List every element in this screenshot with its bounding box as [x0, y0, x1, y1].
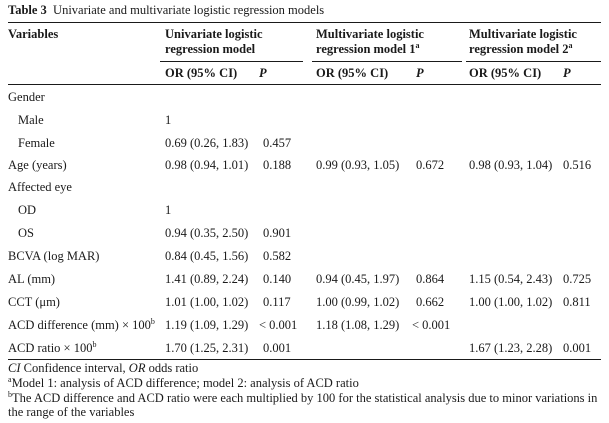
univariate-or-cell: 0.94 (0.35, 2.50) [165, 226, 249, 240]
univariate-p-cell: 0.901 [263, 226, 292, 240]
univariate-or-cell: 1.19 (1.09, 1.29) [165, 318, 249, 332]
row-variable-label: ACD ratio × 100b [8, 340, 97, 356]
footnote-b: bThe ACD difference and ACD ratio were e… [8, 390, 598, 420]
header-multivariate2-line2: regression model 2a [469, 41, 573, 57]
footnote-mark-b: b [150, 317, 155, 326]
univariate-or-cell: 0.98 (0.94, 1.01) [165, 158, 249, 172]
multivariate2-p-cell: 0.725 [563, 272, 592, 286]
univariate-p-cell: 0.001 [263, 341, 292, 355]
header-univariate-line1: Univariate logistic [165, 27, 263, 41]
row-variable-label: ACD difference (mm) × 100b [8, 317, 155, 333]
header-multivariate2-line1: Multivariate logistic [469, 27, 577, 41]
header-p-multivariate1: P [416, 66, 424, 80]
multivariate2-p-cell: 0.516 [563, 158, 592, 172]
univariate-group-rule [160, 61, 303, 62]
header-p-multivariate2: P [563, 66, 571, 80]
univariate-or-cell: 1.01 (1.00, 1.02) [165, 295, 249, 309]
multivariate1-group-rule [312, 61, 462, 62]
univariate-p-cell: < 0.001 [259, 318, 298, 332]
abbrev-or: OR [128, 361, 146, 375]
table-title: Univariate and multivariate logistic reg… [53, 3, 325, 17]
header-or-univariate: OR (95% CI) [165, 66, 238, 80]
footnote-mark-a: a [415, 41, 420, 50]
top-rule [8, 22, 601, 23]
multivariate2-or-cell: 1.67 (1.23, 2.28) [469, 341, 553, 355]
multivariate2-group-rule [466, 61, 601, 62]
row-variable-label: Affected eye [8, 180, 72, 194]
header-multivariate1-line2: regression model 1a [316, 41, 420, 57]
univariate-p-cell: 0.117 [263, 295, 291, 309]
footnote-a: aModel 1: analysis of ACD difference; mo… [8, 375, 359, 391]
univariate-or-cell: 1 [165, 203, 172, 217]
header-p-univariate: P [259, 66, 267, 80]
header-or-multivariate1: OR (95% CI) [316, 66, 389, 80]
multivariate1-p-cell: < 0.001 [412, 318, 451, 332]
row-variable-label: OS [18, 226, 34, 240]
row-variable-label: Female [18, 136, 55, 150]
row-variable-label: OD [18, 203, 37, 217]
univariate-or-cell: 1 [165, 113, 172, 127]
univariate-or-cell: 0.84 (0.45, 1.56) [165, 249, 249, 263]
footnote-mark-b: b [92, 340, 97, 349]
abbrev-ci: CI [8, 361, 21, 375]
row-variable-label: Age (years) [8, 158, 67, 172]
table-label: Table 3 [8, 3, 47, 17]
multivariate2-p-cell: 0.811 [563, 295, 591, 309]
univariate-p-cell: 0.140 [263, 272, 292, 286]
multivariate2-or-cell: 1.00 (1.00, 1.02) [469, 295, 553, 309]
univariate-p-cell: 0.582 [263, 249, 292, 263]
row-variable-label: Gender [8, 90, 45, 104]
univariate-or-cell: 1.70 (1.25, 2.31) [165, 341, 249, 355]
univariate-or-cell: 1.41 (0.89, 2.24) [165, 272, 249, 286]
header-rule [8, 84, 601, 85]
header-univariate-line2: regression model [165, 42, 256, 56]
footnote-abbreviations: CI Confidence interval, OR odds ratio [8, 361, 199, 375]
row-variable-label: CCT (μm) [8, 295, 60, 309]
univariate-p-cell: 0.457 [263, 136, 292, 150]
header-or-multivariate2: OR (95% CI) [469, 66, 542, 80]
univariate-or-cell: 0.69 (0.26, 1.83) [165, 136, 249, 150]
footnote-mark-a: a [568, 41, 573, 50]
univariate-p-cell: 0.188 [263, 158, 292, 172]
header-variables: Variables [8, 27, 59, 41]
multivariate1-p-cell: 0.672 [416, 158, 445, 172]
multivariate2-or-cell: 0.98 (0.93, 1.04) [469, 158, 553, 172]
multivariate1-or-cell: 1.00 (0.99, 1.02) [316, 295, 400, 309]
row-variable-label: BCVA (log MAR) [8, 249, 100, 263]
multivariate1-or-cell: 0.99 (0.93, 1.05) [316, 158, 400, 172]
header-multivariate1-line1: Multivariate logistic [316, 27, 424, 41]
bottom-rule [8, 359, 601, 360]
multivariate1-or-cell: 0.94 (0.45, 1.97) [316, 272, 400, 286]
row-variable-label: Male [18, 113, 44, 127]
multivariate2-p-cell: 0.001 [563, 341, 592, 355]
multivariate1-p-cell: 0.864 [416, 272, 445, 286]
multivariate1-p-cell: 0.662 [416, 295, 445, 309]
row-variable-label: AL (mm) [8, 272, 56, 286]
table-caption: Table 3 Univariate and multivariate logi… [8, 3, 324, 18]
multivariate2-or-cell: 1.15 (0.54, 2.43) [469, 272, 553, 286]
multivariate1-or-cell: 1.18 (1.08, 1.29) [316, 318, 400, 332]
